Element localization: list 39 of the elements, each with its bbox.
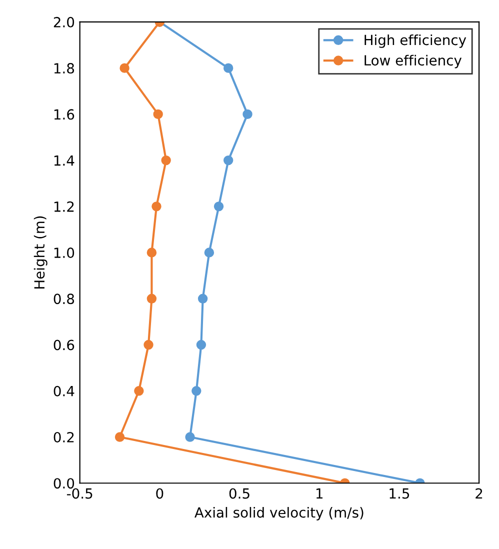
x-axis-title: Axial solid velocity (m/s): [194, 506, 364, 520]
x-tick-label: 1: [316, 488, 322, 499]
y-tick-label: 0.2: [54, 432, 74, 442]
point: [152, 202, 162, 212]
point: [223, 155, 234, 166]
legend-label: Low efficiency: [364, 54, 462, 68]
y-tick-label: 1.0: [54, 248, 74, 258]
y-axis-title: Height (m): [34, 216, 48, 289]
point: [198, 294, 208, 304]
point: [161, 155, 171, 166]
y-tick-label: 1.4: [54, 155, 74, 166]
point: [146, 248, 157, 258]
point: [214, 202, 224, 212]
point: [196, 340, 206, 350]
x-tick-label: 0: [156, 488, 164, 499]
legend-label: High efficiency: [364, 34, 466, 48]
point: [185, 432, 195, 442]
point: [242, 109, 252, 120]
point: [134, 386, 144, 396]
point: [146, 294, 157, 304]
point: [144, 340, 154, 350]
y-tick-label: 0.0: [54, 478, 74, 489]
point: [114, 432, 125, 442]
y-tick-label: 0.4: [54, 386, 74, 396]
x-tick-label: 1.5: [390, 488, 410, 499]
point: [223, 63, 234, 73]
point: [120, 63, 130, 73]
y-tick-label: 1.6: [54, 109, 74, 120]
x-tick-label: -0.5: [66, 488, 92, 499]
y-tick-label: 0.8: [54, 294, 74, 304]
x-tick-label: 0.5: [229, 488, 250, 499]
y-tick-label: 0.6: [54, 340, 74, 350]
y-tick-label: 2.0: [54, 16, 74, 28]
point: [204, 248, 214, 258]
point: [192, 386, 202, 396]
y-tick-label: 1.8: [54, 63, 74, 74]
y-tick-label: 1.2: [54, 201, 74, 212]
x-tick-label: 2: [476, 488, 482, 499]
point: [153, 109, 163, 120]
